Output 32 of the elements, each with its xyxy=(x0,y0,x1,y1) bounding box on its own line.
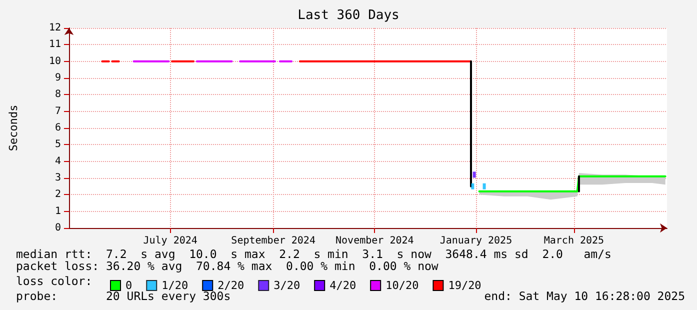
legend-label: 10/20 xyxy=(386,279,419,292)
x-tick-label: September 2024 xyxy=(231,236,316,246)
chart-title: Last 360 Days xyxy=(298,8,400,23)
y-tick-label: 11 xyxy=(48,39,61,50)
legend-label: 19/20 xyxy=(448,279,482,292)
legend-label: 2/20 xyxy=(218,279,244,292)
y-axis-title: Seconds xyxy=(7,104,20,152)
y-tick-label: 5 xyxy=(54,139,61,150)
y-tick-label: 7 xyxy=(54,106,61,117)
text: end: Sat May 10 16:28:00 2025 xyxy=(484,289,686,303)
y-tick-label: 3 xyxy=(54,172,61,184)
x-tick-label: November 2024 xyxy=(336,236,414,246)
y-tick-label: 4 xyxy=(54,156,61,167)
x-tick-label: March 2025 xyxy=(544,236,604,246)
y-tick-label: 2 xyxy=(54,189,61,200)
legend-label: 1/20 xyxy=(162,279,188,292)
y-tick-label: 12 xyxy=(48,22,61,34)
y-tick-label: 8 xyxy=(54,89,61,100)
text: median rtt: 7.2 s avg 10.0 s max 2.2 s min 3.1 s now 3648.4 ms sd 2.0 am/s xyxy=(16,247,612,261)
x-tick-label: January 2025 xyxy=(440,236,512,246)
legend-label: 3/20 xyxy=(274,279,300,292)
y-tick-label: 9 xyxy=(54,72,61,84)
y-tick-label: 6 xyxy=(54,122,61,134)
y-tick-label: 0 xyxy=(54,222,61,234)
y-tick-label: 10 xyxy=(48,56,61,67)
y-tick-label: 1 xyxy=(54,206,61,217)
legend-title: loss color: xyxy=(16,274,92,288)
text: probe: 20 URLs every 300s xyxy=(16,289,231,303)
text: packet loss: 36.20 % avg 70.84 % max 0.00 % min 0.00 % now xyxy=(16,259,438,273)
legend-label: 4/20 xyxy=(330,279,356,292)
legend-label: 0 xyxy=(126,279,132,292)
x-tick-label: July 2024 xyxy=(143,236,198,246)
